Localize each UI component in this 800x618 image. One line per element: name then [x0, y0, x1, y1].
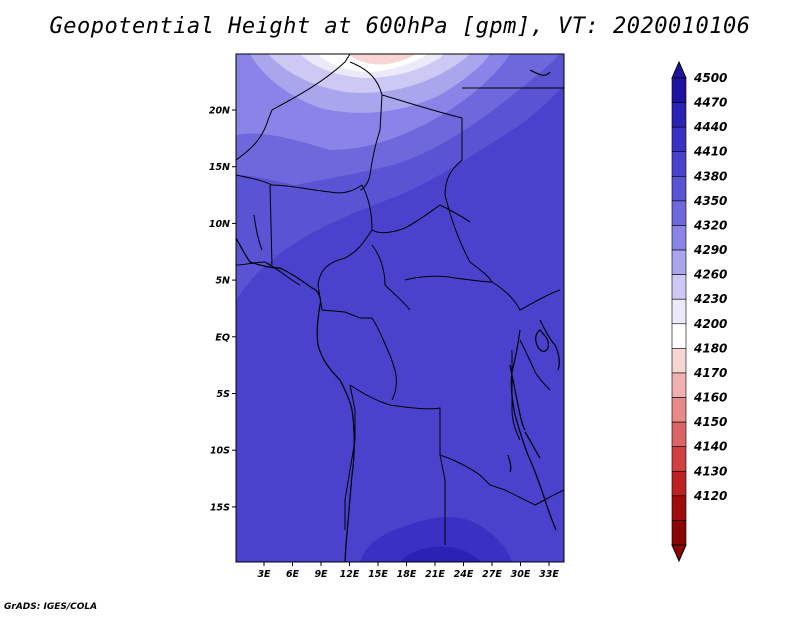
- lakes: [507, 329, 550, 473]
- colorbar-segment: [671, 323, 687, 349]
- lat-tick-label: 10S: [210, 446, 230, 457]
- lon-tick-label: 18E: [397, 569, 417, 580]
- contour-4470-b: [400, 546, 480, 562]
- lon-tick-label: 30E: [511, 569, 531, 580]
- lon-tick-label: 3E: [257, 569, 271, 580]
- colorbar-label: 4470: [693, 96, 727, 110]
- colorbar-label: 4260: [693, 268, 727, 282]
- colorbar-segment: [671, 520, 687, 546]
- colorbar-label: 4230: [693, 292, 727, 306]
- lon-tick-label: 6E: [286, 569, 300, 580]
- grads-credit: GrADS: IGES/COLA: [4, 602, 98, 612]
- lat-tick-label: 10N: [209, 219, 230, 230]
- colorbar-bottom-arrow: [671, 544, 687, 563]
- colorbar-label: 4320: [693, 218, 727, 232]
- colorbar-segment: [671, 348, 687, 374]
- latitude-axis: 20N 15N 10N 5N EQ 5S 10S 15S: [209, 106, 236, 513]
- lat-tick-label: 5N: [215, 276, 230, 287]
- colorbar-segment: [671, 495, 687, 521]
- colorbar-segment: [671, 77, 687, 103]
- colorbar-label: 4140: [693, 440, 727, 454]
- lon-tick-label: 27E: [482, 569, 502, 580]
- contour-4180: [348, 54, 416, 65]
- lon-tick-label: 24E: [454, 569, 474, 580]
- colorbar-segment: [671, 176, 687, 202]
- lon-tick-label: 33E: [539, 569, 559, 580]
- colorbar-segment: [671, 397, 687, 423]
- map-frame: [235, 53, 565, 563]
- colorbar-label: 4410: [693, 145, 727, 159]
- colorbar-segment: [671, 421, 687, 447]
- lon-tick-label: 12E: [340, 569, 360, 580]
- colorbar-label: 4380: [693, 169, 727, 183]
- contour-4470: [360, 517, 512, 562]
- colorbar-label: 4150: [693, 415, 727, 429]
- colorbar-label: 4120: [693, 489, 727, 503]
- colorbar-segment: [671, 102, 687, 128]
- colorbar-label: 4170: [693, 366, 727, 380]
- coastline: [236, 69, 560, 562]
- lat-tick-label: 5S: [217, 389, 231, 400]
- lon-tick-label: 21E: [425, 569, 445, 580]
- colorbar-segment: [671, 372, 687, 398]
- colorbar-label: 4350: [693, 194, 727, 208]
- colorbar-label: 4180: [693, 341, 727, 355]
- colorbar-label: 4440: [693, 120, 727, 134]
- colorbar: 4500 4470 4440 4410 4380 4350 4320 4290 4260 4230…: [671, 60, 727, 563]
- lon-tick-label: 9E: [314, 569, 328, 580]
- colorbar-segment: [671, 126, 687, 153]
- colorbar-label: 4200: [693, 317, 727, 331]
- longitude-axis: 3E 6E 9E 12E 15E 18E 21E 24E 27E 30E 33E: [257, 562, 559, 580]
- colorbar-label: 4500: [693, 71, 727, 85]
- colorbar-label: 4130: [693, 464, 727, 478]
- lon-tick-label: 15E: [368, 569, 388, 580]
- colorbar-label: 4290: [693, 243, 727, 257]
- lat-tick-label: EQ: [215, 332, 230, 343]
- colorbar-top-arrow: [671, 60, 687, 79]
- colorbar-segment: [671, 470, 687, 497]
- colorbar-label: 4160: [693, 391, 727, 405]
- colorbar-segment: [671, 446, 687, 472]
- country-borders: [236, 54, 564, 545]
- lat-tick-label: 20N: [209, 106, 230, 117]
- colorbar-segment: [671, 249, 687, 275]
- colorbar-segment: [671, 298, 687, 325]
- colorbar-segment: [671, 151, 687, 177]
- map-title: Geopotential Height at 600hPa [gpm], VT:…: [49, 14, 751, 39]
- colorbar-segment: [671, 225, 687, 251]
- colorbar-segment: [671, 274, 687, 300]
- lat-tick-label: 15N: [209, 162, 230, 173]
- lat-tick-label: 15S: [210, 502, 230, 513]
- height-field: [236, 54, 564, 562]
- colorbar-segment: [671, 200, 687, 226]
